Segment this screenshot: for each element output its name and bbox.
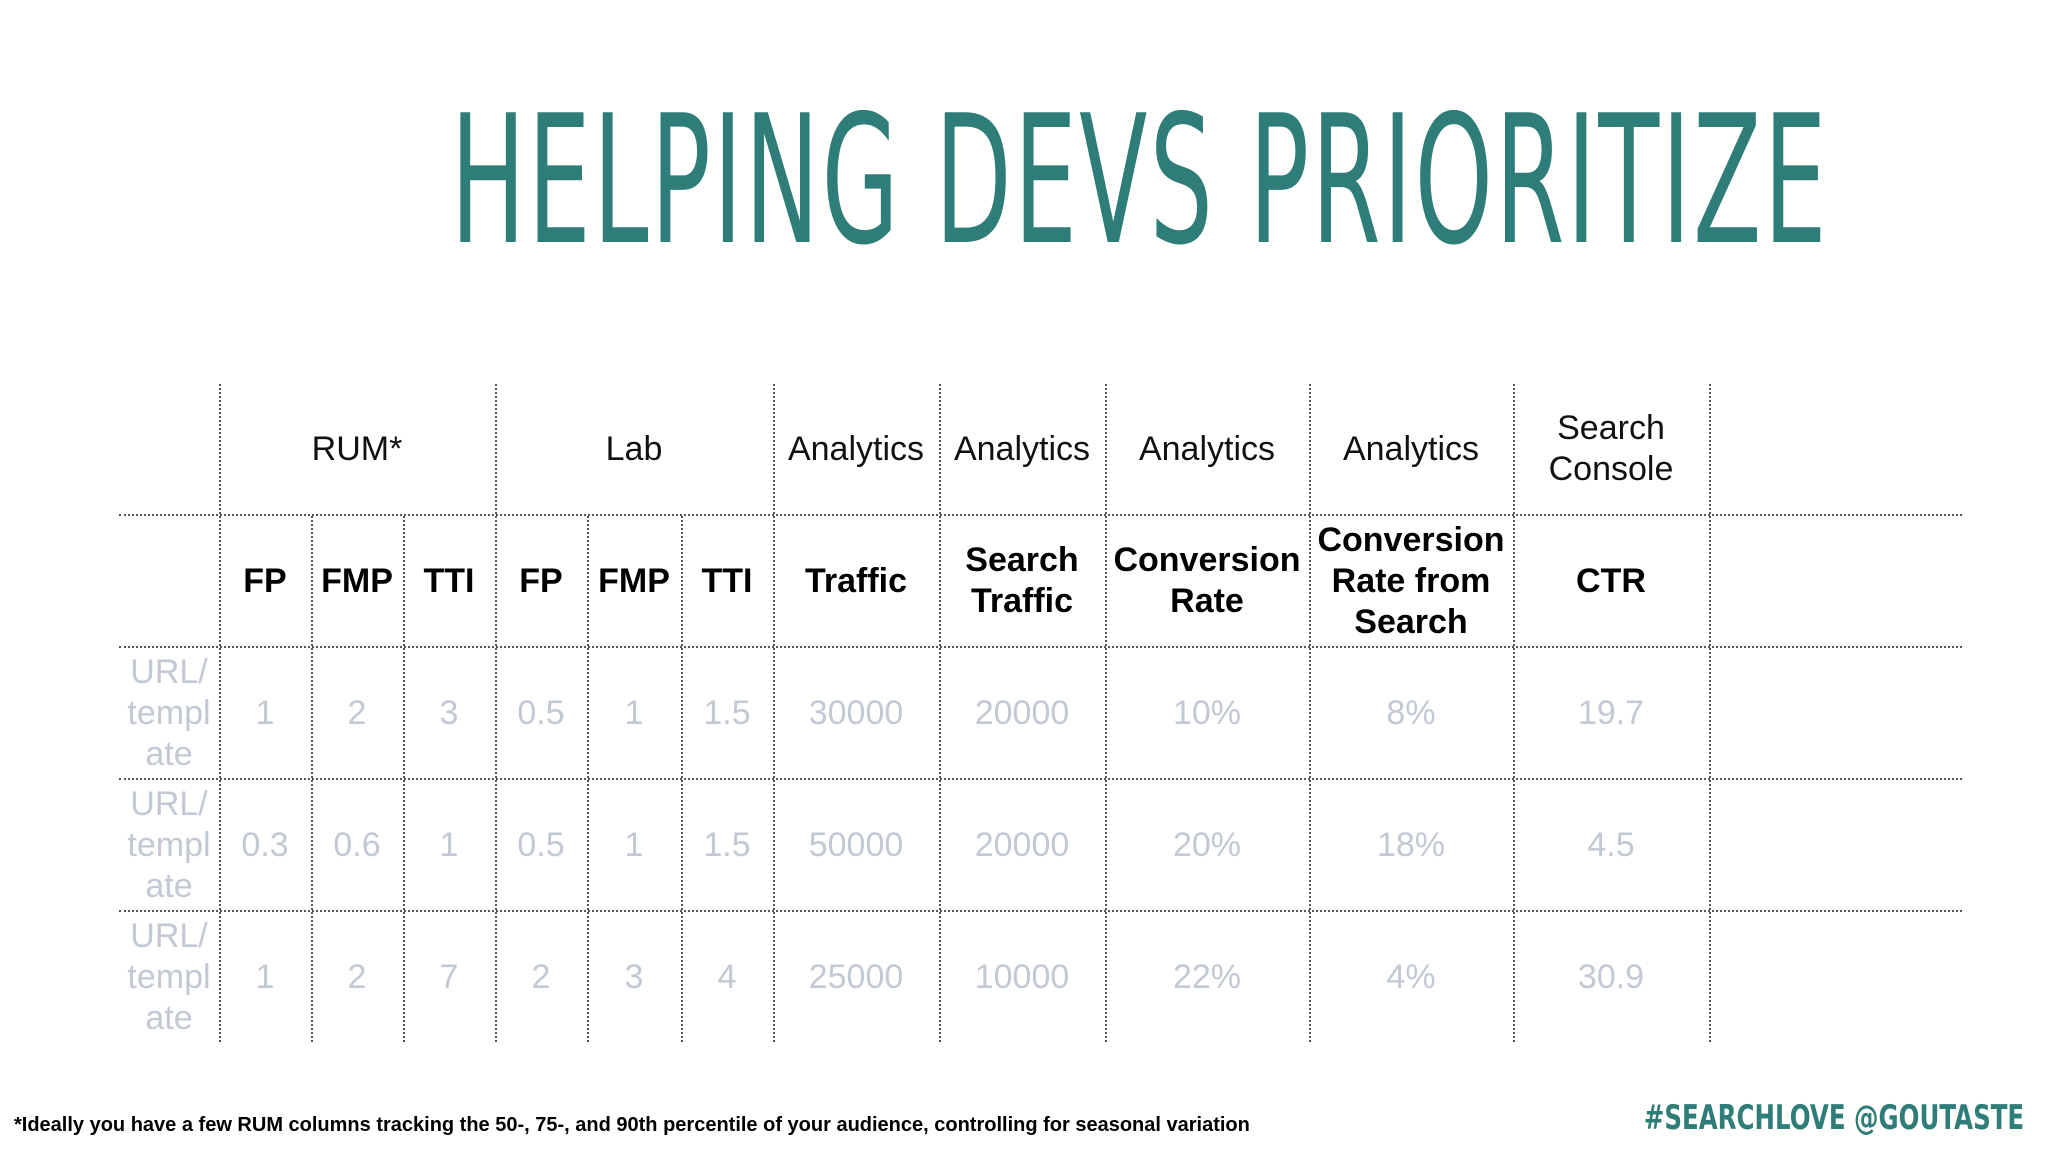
data-cell: 0.3 [241, 825, 289, 864]
row-label: URL/ templ ate [127, 652, 211, 773]
grid-divider [119, 514, 1962, 516]
grid-divider [219, 384, 221, 1042]
metric-header-rum-tti: TTI [423, 561, 475, 600]
data-cell: 30.9 [1577, 957, 1645, 996]
data-cell: 4.5 [1587, 825, 1635, 864]
data-cell: 1 [439, 825, 459, 864]
data-cell: 0.5 [517, 693, 565, 732]
data-cell: 1.5 [703, 693, 751, 732]
data-cell: 20% [1172, 825, 1242, 864]
grid-divider [495, 384, 497, 1042]
data-cell: 3 [624, 957, 644, 996]
grid-divider [1105, 384, 1107, 1042]
group-header-search-console: Search Console [1548, 409, 1674, 488]
row-label: URL/ templ ate [127, 916, 211, 1037]
data-cell: 1.5 [703, 825, 751, 864]
data-cell: 0.6 [333, 825, 381, 864]
grid-divider [1309, 384, 1311, 1042]
metric-header-conversion-rate: Conversion Rate [1113, 541, 1301, 620]
data-cell: 19.7 [1577, 693, 1645, 732]
metric-header-lab-fmp: FMP [598, 561, 670, 600]
data-cell: 1 [624, 825, 644, 864]
data-cell: 10000 [974, 957, 1070, 996]
data-cell: 22% [1172, 957, 1242, 996]
grid-divider [587, 516, 589, 1042]
metric-header-conversion-rate-from-search: Conversion Rate from Search [1317, 520, 1505, 641]
grid-divider [939, 384, 941, 1042]
group-header-analytics-search-traffic: Analytics [953, 429, 1091, 468]
data-cell: 2 [347, 957, 367, 996]
data-cell: 1 [255, 693, 275, 732]
data-cell: 50000 [808, 825, 904, 864]
data-cell: 30000 [808, 693, 904, 732]
data-cell: 20000 [974, 693, 1070, 732]
grid-divider [119, 778, 1962, 780]
grid-divider [311, 516, 313, 1042]
data-cell: 4% [1386, 957, 1436, 996]
metric-header-search-traffic: Search Traffic [965, 541, 1079, 620]
group-header-rum: RUM* [311, 429, 403, 468]
hashtag-handle: #SEARCHLOVE @GOUTASTE [1643, 1098, 2024, 1138]
metric-header-ctr: CTR [1576, 561, 1646, 600]
metric-header-traffic: Traffic [804, 561, 908, 600]
row-label: URL/ templ ate [127, 784, 211, 905]
grid-divider [1709, 384, 1711, 1042]
grid-divider [119, 910, 1962, 912]
data-cell: 2 [347, 693, 367, 732]
footnote: *Ideally you have a few RUM columns trac… [14, 1114, 1250, 1136]
data-cell: 18% [1376, 825, 1446, 864]
grid-divider [773, 384, 775, 1042]
data-cell: 7 [439, 957, 459, 996]
group-header-analytics-traffic: Analytics [787, 429, 925, 468]
data-cell: 1 [255, 957, 275, 996]
grid-divider [681, 516, 683, 1042]
grid-divider [119, 646, 1962, 648]
group-header-analytics-conversion-search: Analytics [1342, 429, 1480, 468]
metric-header-rum-fp: FP [243, 561, 287, 600]
data-cell: 0.5 [517, 825, 565, 864]
group-header-analytics-conversion-rate: Analytics [1138, 429, 1276, 468]
metric-header-lab-fp: FP [519, 561, 563, 600]
grid-divider [1513, 384, 1515, 1042]
data-cell: 20000 [974, 825, 1070, 864]
slide-title: HELPING DEVS PRIORITIZE [450, 77, 1829, 284]
group-header-lab: Lab [605, 429, 663, 468]
data-cell: 4 [717, 957, 737, 996]
data-cell: 10% [1172, 693, 1242, 732]
data-cell: 8% [1386, 693, 1436, 732]
data-cell: 25000 [808, 957, 904, 996]
metric-header-rum-fmp: FMP [321, 561, 393, 600]
data-cell: 2 [531, 957, 551, 996]
grid-divider [403, 516, 405, 1042]
data-cell: 3 [439, 693, 459, 732]
data-cell: 1 [624, 693, 644, 732]
metric-header-lab-tti: TTI [701, 561, 753, 600]
